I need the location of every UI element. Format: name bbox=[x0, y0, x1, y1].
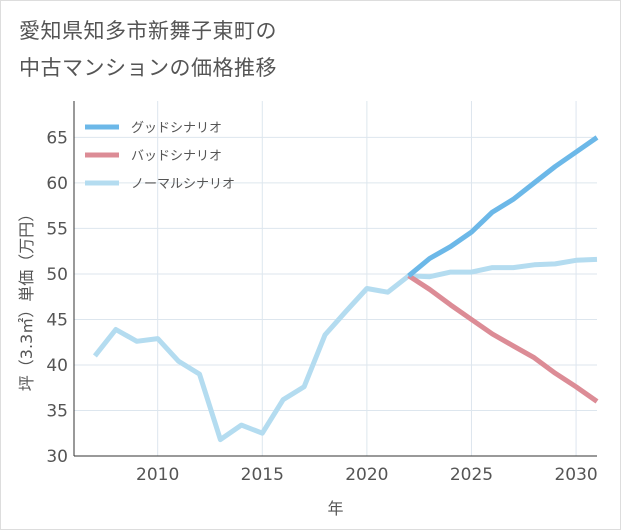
x-axis-label: 年 bbox=[327, 499, 343, 518]
series-line-bad bbox=[407, 273, 599, 404]
chart-title-line-1: 愛知県知多市新舞子東町の bbox=[19, 19, 277, 43]
y-tick-label: 35 bbox=[46, 401, 68, 421]
series-line-good bbox=[407, 135, 599, 278]
legend-bad-label: バッドシナリオ bbox=[131, 149, 222, 164]
y-tick-label: 65 bbox=[46, 128, 68, 148]
x-tick-label: 2020 bbox=[345, 465, 388, 485]
x-tick-label: 2010 bbox=[136, 465, 179, 485]
x-tick-label: 2025 bbox=[450, 465, 493, 485]
x-tick-label: 2030 bbox=[554, 465, 597, 485]
legend-normal-label: ノーマルシナリオ bbox=[131, 177, 235, 192]
y-tick-label: 40 bbox=[46, 356, 68, 376]
chart-title-line-2: 中古マンションの価格推移 bbox=[19, 56, 277, 80]
plot-area bbox=[74, 101, 597, 456]
series-line-normal bbox=[92, 256, 598, 443]
x-tick-label: 2015 bbox=[241, 465, 284, 485]
y-tick-label: 60 bbox=[46, 174, 68, 194]
y-tick-label: 45 bbox=[46, 310, 68, 330]
y-tick-label: 55 bbox=[46, 219, 68, 239]
y-tick-label: 50 bbox=[46, 265, 68, 285]
chart-title: 愛知県知多市新舞子東町の 中古マンションの価格推移 bbox=[19, 13, 277, 87]
legend-good-label: グッドシナリオ bbox=[131, 121, 222, 136]
y-axis-label: 坪（3.3㎡）単価（万円） bbox=[17, 206, 36, 391]
y-tick-label: 30 bbox=[46, 447, 68, 467]
